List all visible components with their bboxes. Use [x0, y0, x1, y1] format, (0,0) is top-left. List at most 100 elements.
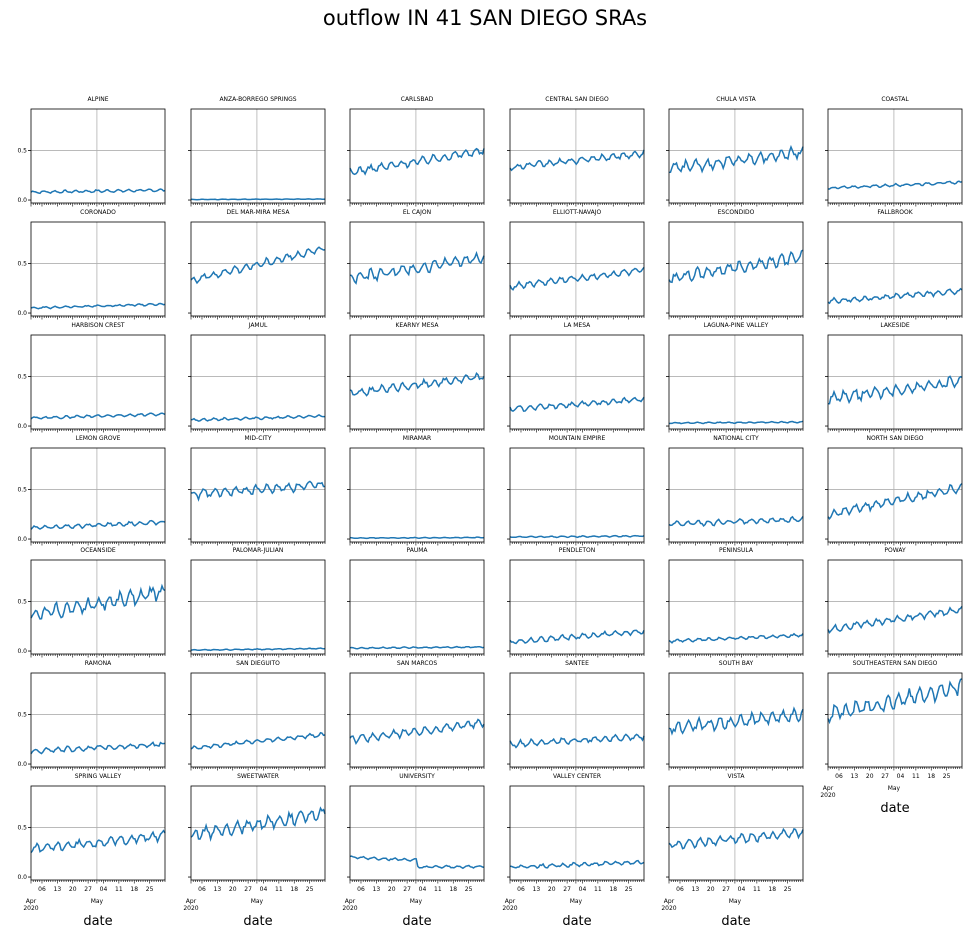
- panel-frame: [30, 447, 166, 543]
- x-tick-label-major: 2020: [23, 905, 38, 912]
- panel-palomar-julian: [188, 559, 326, 658]
- panel-title: POWAY: [884, 547, 906, 554]
- series-line: [509, 149, 645, 172]
- panel-santee: [507, 672, 645, 771]
- x-tick-label: 20: [388, 886, 396, 893]
- panel-frame: [30, 334, 166, 430]
- panel-title: MIRAMAR: [403, 435, 431, 442]
- x-tick-label-major: 2020: [183, 905, 198, 912]
- series-line: [349, 147, 485, 176]
- panel-alpine: [28, 108, 166, 207]
- series-line: [190, 246, 326, 285]
- panel-title: VISTA: [728, 773, 746, 780]
- panel-frame: [509, 559, 645, 655]
- panel-title: ALPINE: [87, 96, 108, 103]
- panel-title: CORONADO: [80, 209, 116, 216]
- x-tick-label: 04: [260, 886, 268, 893]
- x-tick-label: 27: [84, 886, 92, 893]
- panel-title: SANTEE: [565, 660, 589, 667]
- x-tick-label: 13: [373, 886, 381, 893]
- x-tick-label: 06: [517, 886, 525, 893]
- x-tick-label-major: May: [729, 898, 742, 905]
- x-tick-label: 25: [784, 886, 792, 893]
- x-axis-label: date: [83, 914, 112, 929]
- panel-frame: [668, 559, 804, 655]
- y-tick-label: 0.0: [17, 423, 27, 430]
- x-tick-label-major: 2020: [820, 792, 835, 799]
- x-tick-label: 20: [707, 886, 715, 893]
- panel-frame: [349, 785, 485, 881]
- x-tick-label: 18: [768, 886, 776, 893]
- panel-frame: [668, 334, 804, 430]
- x-tick-label: 06: [676, 886, 684, 893]
- x-tick-label: 04: [738, 886, 746, 893]
- series-line: [190, 480, 325, 502]
- panel-del-mar-mira-mesa: [188, 221, 326, 320]
- panel-frame: [30, 559, 166, 655]
- x-tick-label: 25: [625, 886, 633, 893]
- x-tick-label: 27: [563, 886, 571, 893]
- x-tick-label: 06: [38, 886, 46, 893]
- x-tick-label-major: 2020: [342, 905, 357, 912]
- panel-coronado: [28, 221, 166, 320]
- y-tick-label: 0.5: [17, 261, 27, 268]
- panel-frame: [827, 221, 963, 317]
- panel-title: CHULA VISTA: [716, 96, 756, 103]
- panel-frame: [668, 447, 804, 543]
- figure-title: outflow IN 41 SAN DIEGO SRAs: [322, 6, 648, 30]
- panel-el-cajon: [347, 221, 485, 320]
- x-tick-label: 20: [548, 886, 556, 893]
- x-tick-label: 11: [275, 886, 283, 893]
- x-tick-label: 27: [722, 886, 730, 893]
- panel-south-bay: [666, 672, 804, 771]
- panel-coastal: [825, 108, 963, 207]
- series-line: [827, 483, 963, 520]
- x-tick-label: 06: [198, 886, 206, 893]
- series-line: [190, 647, 325, 652]
- x-tick-label: 27: [403, 886, 411, 893]
- series-line: [349, 645, 485, 650]
- series-line: [827, 375, 963, 405]
- panel-frame: [509, 108, 645, 204]
- panel-frame: [668, 785, 804, 881]
- panel-title: PENDLETON: [559, 547, 596, 554]
- x-tick-label-major: May: [888, 785, 901, 792]
- x-tick-label: 04: [579, 886, 587, 893]
- panel-title: KEARNY MESA: [395, 322, 439, 329]
- series-line: [30, 188, 166, 195]
- y-tick-label: 0.0: [17, 761, 27, 768]
- x-tick-label: 20: [866, 773, 874, 780]
- panel-frame: [349, 221, 485, 317]
- panel-san-dieguito: [188, 672, 326, 771]
- panel-frame: [190, 221, 326, 317]
- series-line: [190, 414, 325, 422]
- panel-title: VALLEY CENTER: [553, 773, 601, 780]
- panel-poway: [825, 559, 963, 658]
- panel-title: LA MESA: [564, 322, 591, 329]
- panel-frame: [190, 334, 326, 430]
- x-tick-label-major: Apr: [664, 898, 675, 905]
- panel-sweetwater: [188, 785, 326, 884]
- panel-title: PAUMA: [406, 547, 428, 554]
- y-tick-label: 0.5: [17, 599, 27, 606]
- y-tick-label: 0.5: [17, 825, 27, 832]
- panel-north-san-diego: [825, 447, 963, 546]
- series-line: [828, 180, 963, 190]
- panel-title: MID-CITY: [244, 435, 271, 442]
- x-axis-label: date: [243, 914, 272, 929]
- series-line: [668, 706, 804, 736]
- panel-spring-valley: [28, 785, 166, 884]
- panel-title: SOUTH BAY: [719, 660, 754, 667]
- panel-la-mesa: [507, 334, 645, 433]
- panel-frame: [827, 672, 963, 768]
- panel-title: MOUNTAIN EMPIRE: [549, 435, 606, 442]
- panel-frame: [668, 108, 804, 204]
- x-tick-label: 18: [609, 886, 617, 893]
- panel-jamul: [188, 334, 326, 433]
- x-tick-label: 27: [881, 773, 889, 780]
- series-line: [668, 249, 804, 284]
- x-tick-label: 25: [943, 773, 951, 780]
- panel-university: [347, 785, 485, 884]
- panel-frame: [190, 108, 326, 204]
- panel-frame: [827, 447, 963, 543]
